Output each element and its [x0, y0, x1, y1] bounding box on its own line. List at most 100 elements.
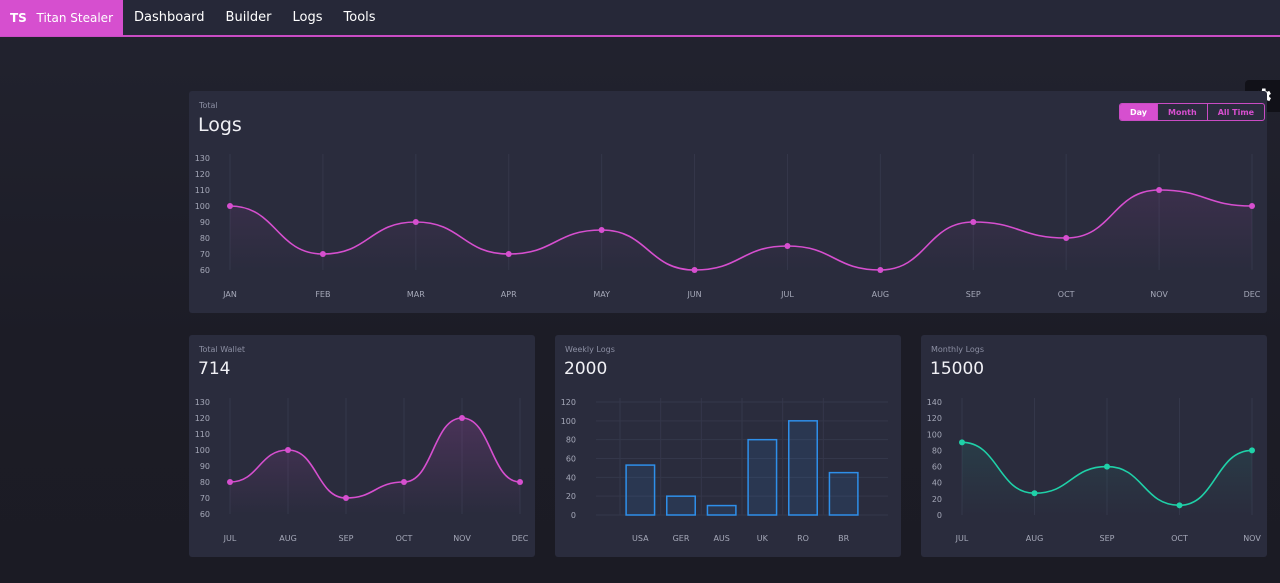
data-point	[598, 227, 605, 233]
y-tick-label: 100	[195, 446, 210, 455]
y-tick-label: 90	[200, 218, 210, 227]
data-point	[691, 267, 698, 273]
range-all-time-button[interactable]: All Time	[1206, 104, 1264, 120]
y-tick-label: 120	[927, 414, 942, 423]
monthly-card: Monthly Logs 15000 0 20 40 60 80 100 120 140 JUL…	[921, 335, 1267, 557]
data-point	[1156, 187, 1163, 193]
weekly-card-subtitle: Weekly Logs	[565, 345, 615, 354]
y-tick-label: 80	[932, 446, 942, 455]
data-point	[1176, 502, 1183, 509]
y-tick-label: 110	[195, 430, 210, 439]
x-tick-label: RO	[797, 534, 809, 543]
data-point	[1104, 463, 1110, 470]
data-point	[459, 415, 465, 421]
data-point	[877, 267, 884, 273]
data-point	[784, 243, 791, 249]
wallet-card: Total Wallet 714 60 70 80 90 100 110 120 130 JUL…	[189, 335, 535, 557]
bar	[828, 471, 859, 516]
x-tick-label: SEP	[339, 534, 354, 543]
series-line	[229, 189, 1253, 271]
x-tick-label: AUG	[279, 534, 297, 543]
top-navbar: TS Titan Stealer Dashboard Builder Logs …	[0, 0, 1280, 37]
data-point	[970, 219, 977, 225]
series-area	[962, 442, 1252, 515]
wallet-card-value: 714	[198, 359, 231, 379]
data-point	[319, 251, 326, 257]
x-tick-label: FEB	[315, 290, 330, 299]
y-tick-label: 130	[195, 398, 210, 407]
x-tick-label: DEC	[512, 534, 529, 543]
x-tick-label: GER	[673, 534, 690, 543]
y-tick-label: 70	[200, 250, 210, 259]
data-point	[401, 479, 407, 485]
data-point	[959, 439, 965, 446]
x-tick-label: NOV	[1243, 534, 1261, 543]
x-tick-label: SEP	[1100, 534, 1115, 543]
nav-builder[interactable]: Builder	[225, 10, 272, 25]
brand-initials: TS	[10, 10, 27, 25]
range-selector: Day Month All Time	[1119, 103, 1266, 121]
y-tick-label: 130	[195, 154, 210, 163]
nav-tools[interactable]: Tools	[343, 10, 376, 25]
x-tick-label: JUL	[223, 534, 237, 543]
nav-logs[interactable]: Logs	[292, 10, 323, 25]
series-area	[230, 418, 520, 514]
data-point	[1031, 490, 1038, 497]
x-tick-label: APR	[501, 290, 517, 299]
monthly-line-chart: 0 20 40 60 80 100 120 140 JUL AUG SEP OCT NOV	[927, 398, 1261, 543]
x-tick-label: OCT	[396, 534, 413, 543]
x-tick-label: DEC	[1244, 290, 1261, 299]
data-point	[1063, 235, 1070, 241]
x-tick-label: UK	[757, 534, 769, 543]
data-point	[1249, 447, 1255, 454]
y-tick-label: 120	[195, 170, 210, 179]
x-tick-label: NOV	[453, 534, 471, 543]
x-tick-label: JUL	[780, 290, 794, 299]
x-tick-label: OCT	[1171, 534, 1188, 543]
range-month-button[interactable]: Month	[1157, 104, 1207, 120]
weekly-bar-chart: 0 20 40 60 80 100 120 USA GER AUS UK RO BR	[561, 398, 888, 543]
y-tick-label: 90	[200, 462, 210, 471]
weekly-card-value: 2000	[564, 359, 608, 379]
bar	[788, 420, 818, 516]
x-tick-label: NOV	[1150, 290, 1168, 299]
data-point	[285, 447, 291, 453]
y-tick-label: 60	[566, 455, 576, 464]
bar	[666, 495, 696, 516]
y-tick-label: 60	[932, 463, 942, 472]
x-tick-label: SEP	[966, 290, 981, 299]
x-tick-label: MAR	[407, 290, 425, 299]
y-tick-label: 100	[561, 417, 576, 426]
logs-card: Total Logs Day Month All Time 60 70 80 90 10…	[189, 91, 1267, 313]
y-tick-label: 20	[566, 492, 576, 501]
x-tick-label: MAY	[593, 290, 610, 299]
y-tick-label: 100	[927, 430, 942, 439]
y-tick-label: 60	[200, 510, 210, 519]
data-point	[227, 479, 233, 485]
logs-card-title: Logs	[198, 114, 242, 136]
x-tick-label: JUL	[955, 534, 969, 543]
y-tick-label: 40	[932, 479, 942, 488]
nav-dashboard[interactable]: Dashboard	[134, 10, 205, 25]
data-point	[1249, 203, 1255, 209]
data-point	[227, 203, 233, 209]
x-tick-label: AUG	[872, 290, 890, 299]
logs-card-subtitle: Total	[199, 101, 218, 110]
y-tick-label: 40	[566, 473, 576, 482]
y-tick-label: 110	[195, 186, 210, 195]
brand[interactable]: TS Titan Stealer	[0, 0, 123, 36]
y-tick-label: 80	[200, 234, 210, 243]
series-area	[230, 190, 1252, 270]
brand-name: Titan Stealer	[36, 10, 113, 25]
data-point	[505, 251, 512, 257]
y-tick-label: 20	[932, 495, 942, 504]
x-tick-label: JUN	[686, 290, 701, 299]
x-tick-label: OCT	[1058, 290, 1075, 299]
x-tick-label: USA	[632, 534, 649, 543]
x-tick-label: JAN	[222, 290, 237, 299]
y-tick-label: 60	[200, 266, 210, 275]
bar	[706, 504, 737, 516]
data-point	[517, 479, 523, 485]
range-day-button[interactable]: Day	[1120, 104, 1158, 120]
data-point	[343, 495, 349, 501]
